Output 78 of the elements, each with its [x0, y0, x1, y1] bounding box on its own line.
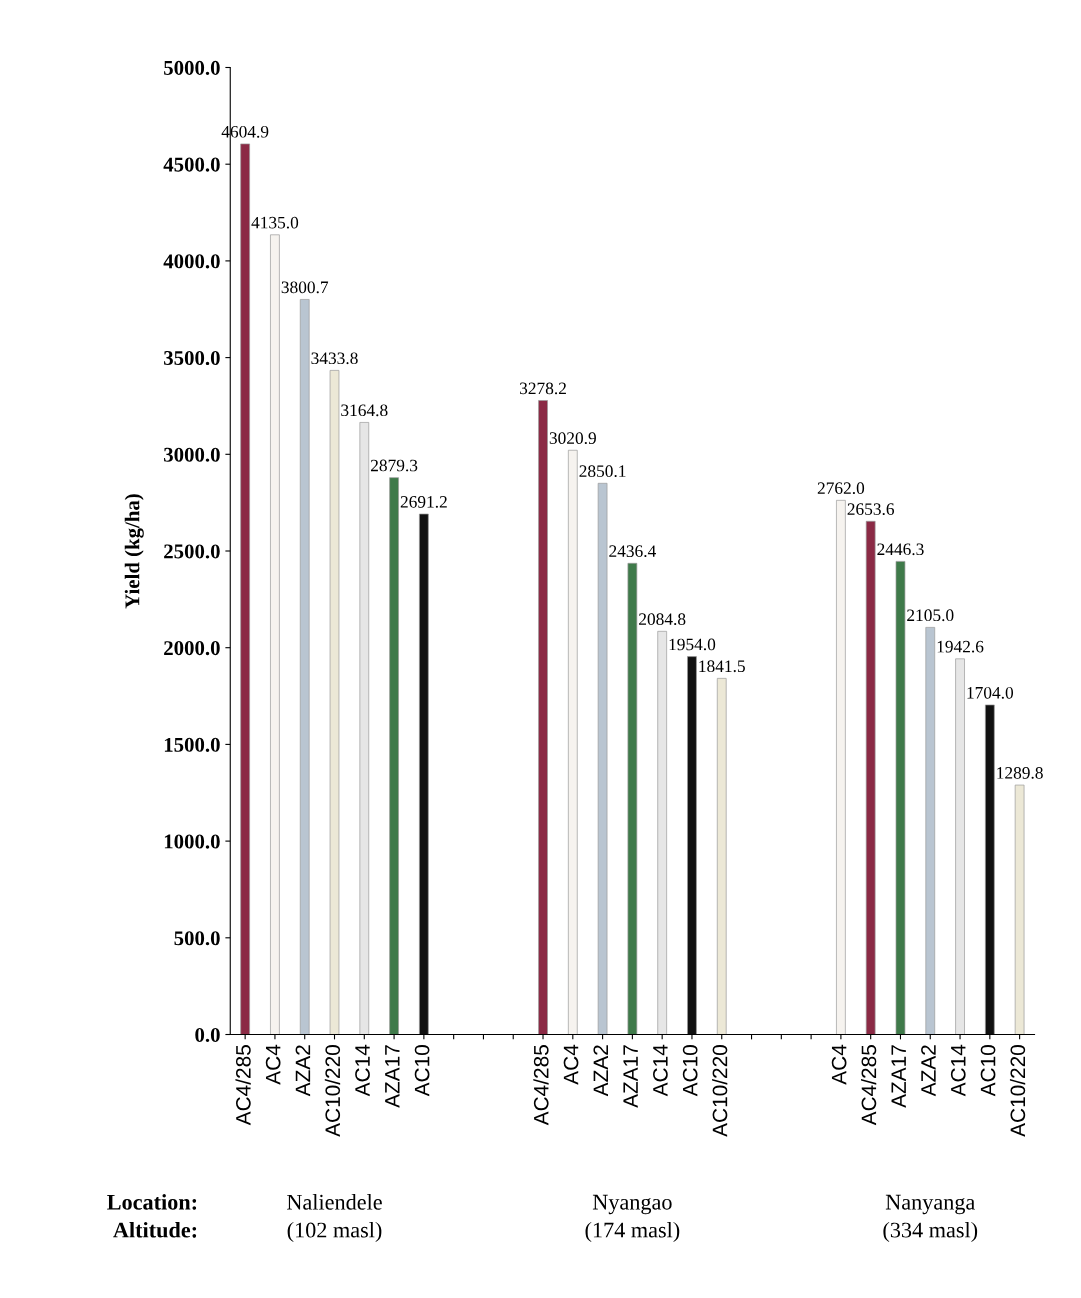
data-label: 1954.0 [669, 638, 716, 651]
data-label: 3433.8 [311, 352, 358, 365]
y-tick-label: 0.0 [195, 1027, 220, 1043]
y-tick-label: 5000.0 [164, 60, 220, 76]
bar [359, 422, 370, 1035]
x-tick-label: AC14 [355, 1044, 370, 1097]
x-tick-label: AC10/220 [712, 1045, 728, 1137]
x-tick-label: AC14 [653, 1044, 668, 1097]
x-tick-label: AC4/285 [235, 1045, 251, 1126]
bar [240, 143, 250, 1035]
x-tick-label: AZA17 [891, 1045, 906, 1108]
x-tick-label: AC14 [950, 1044, 966, 1097]
bar [597, 482, 608, 1035]
bar [925, 627, 936, 1035]
bar [389, 477, 399, 1035]
bar [1014, 784, 1025, 1035]
data-label: 4135.0 [251, 216, 299, 229]
x-tick-label: AZA2 [295, 1045, 311, 1097]
x-tick-label: AC10 [414, 1045, 430, 1097]
bar [895, 561, 906, 1035]
y-tick-label: 2000.0 [164, 641, 220, 656]
bar [419, 513, 429, 1035]
y-tick-label: 1500.0 [164, 737, 220, 752]
data-label: 2850.1 [579, 465, 626, 478]
x-tick-label: AC4 [563, 1044, 579, 1085]
x-tick-label: AC10/220 [1009, 1045, 1026, 1137]
data-label: 3278.2 [519, 382, 566, 395]
bar [567, 449, 578, 1035]
bar [657, 630, 667, 1035]
data-label: 2105.0 [907, 609, 954, 622]
bar [687, 656, 697, 1035]
y-tick-label: 3500.0 [164, 350, 220, 366]
x-tick-label: AZA2 [593, 1045, 608, 1097]
data-label: 2436.4 [609, 545, 656, 558]
text: Nanyanga (334 masl) [883, 1194, 978, 1243]
text: Naliendele (102 masl) [287, 1194, 382, 1243]
data-label: 2653.6 [847, 503, 895, 516]
y-axis-title: Yield (kg/ha) [124, 494, 144, 609]
bar [627, 562, 638, 1035]
bar [985, 704, 995, 1035]
y-tick-label: 1000.0 [164, 834, 220, 849]
text: Nyangao (174 masl) [585, 1194, 680, 1243]
data-label: 1289.8 [997, 767, 1043, 779]
x-tick-label: AC10 [682, 1045, 698, 1097]
x-tick-label: AC10/220 [324, 1045, 341, 1137]
bar [865, 520, 876, 1035]
x-tick-label: AC4 [831, 1044, 847, 1085]
data-label: 1704.0 [967, 686, 1014, 699]
data-label: 2084.8 [639, 613, 686, 626]
x-tick-label: AC4/285 [860, 1045, 877, 1126]
y-tick-label: 4000.0 [163, 254, 220, 269]
data-label: 1841.5 [699, 660, 745, 673]
data-label: 3164.8 [341, 404, 388, 417]
data-label: 1942.6 [937, 640, 984, 653]
bar [716, 678, 727, 1035]
x-tick-label: AZA2 [921, 1045, 936, 1097]
bar [329, 370, 340, 1035]
x-tick-label: AC4 [265, 1044, 281, 1085]
x-tick-label: AC4/285 [533, 1045, 549, 1126]
x-tick-label: AZA17 [623, 1045, 638, 1108]
data-label: 3020.9 [549, 432, 596, 445]
text: Location: Altitude: [107, 1194, 197, 1238]
y-tick-label: 500.0 [174, 931, 220, 946]
y-tick-label: 4500.0 [163, 157, 220, 172]
bar [299, 299, 310, 1035]
y-tick-label: 3000.0 [164, 447, 220, 462]
data-label: 2762.0 [817, 482, 865, 495]
data-label: 2446.3 [877, 543, 924, 556]
data-label: 2691.2 [400, 496, 447, 508]
bar [955, 658, 965, 1035]
data-label: 3800.7 [281, 281, 329, 294]
y-tick-label: 2500.0 [164, 544, 220, 559]
x-tick-label: AC10 [980, 1045, 996, 1097]
bar [538, 400, 548, 1035]
x-tick-label: AZA17 [385, 1045, 400, 1108]
bar [270, 234, 280, 1035]
data-label: 2879.3 [370, 459, 418, 472]
bar [836, 499, 846, 1035]
